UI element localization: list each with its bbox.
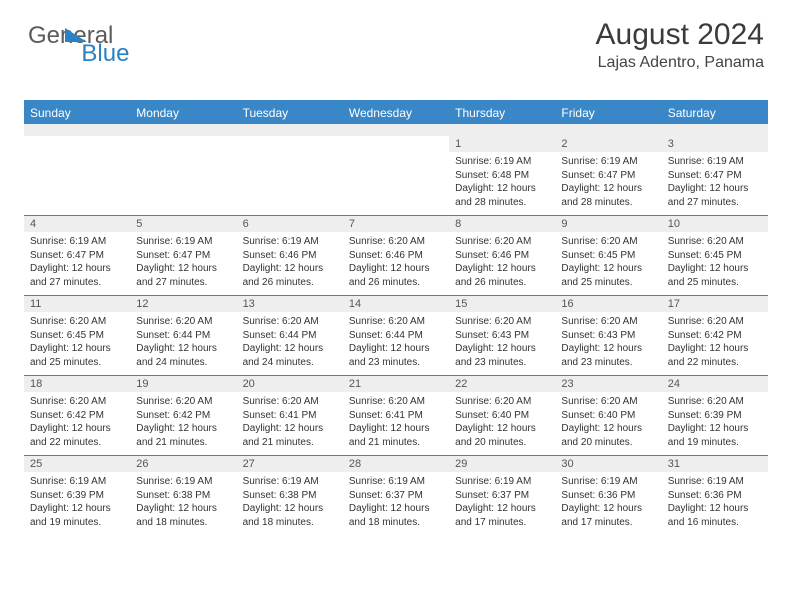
date-number: 1 [449,136,555,152]
date-cell: Sunrise: 6:19 AMSunset: 6:37 PMDaylight:… [449,472,555,535]
date-cell: Sunrise: 6:19 AMSunset: 6:47 PMDaylight:… [24,232,130,295]
weekday-label: Saturday [662,102,768,124]
weekday-header: SundayMondayTuesdayWednesdayThursdayFrid… [24,102,768,124]
date-cell: Sunrise: 6:20 AMSunset: 6:43 PMDaylight:… [555,312,661,375]
date-cell: Sunrise: 6:19 AMSunset: 6:47 PMDaylight:… [555,152,661,215]
date-number: 30 [555,456,661,472]
date-cell: Sunrise: 6:19 AMSunset: 6:38 PMDaylight:… [237,472,343,535]
date-number-row: 18192021222324 [24,375,768,392]
date-cell: Sunrise: 6:20 AMSunset: 6:42 PMDaylight:… [24,392,130,455]
month-title: August 2024 [596,18,764,52]
date-number: 14 [343,296,449,312]
date-cell: Sunrise: 6:19 AMSunset: 6:36 PMDaylight:… [555,472,661,535]
date-number: 4 [24,216,130,232]
date-cell: Sunrise: 6:20 AMSunset: 6:45 PMDaylight:… [24,312,130,375]
date-cell: Sunrise: 6:20 AMSunset: 6:44 PMDaylight:… [130,312,236,375]
date-number [130,136,236,152]
date-cell: Sunrise: 6:20 AMSunset: 6:41 PMDaylight:… [237,392,343,455]
date-number: 7 [343,216,449,232]
location-label: Lajas Adentro, Panama [596,54,764,72]
date-cell: Sunrise: 6:20 AMSunset: 6:40 PMDaylight:… [555,392,661,455]
date-cell: Sunrise: 6:20 AMSunset: 6:40 PMDaylight:… [449,392,555,455]
weekday-label: Sunday [24,102,130,124]
date-cell [237,152,343,215]
date-number: 28 [343,456,449,472]
date-number: 31 [662,456,768,472]
date-number [237,136,343,152]
weekday-label: Thursday [449,102,555,124]
date-data-row: Sunrise: 6:19 AMSunset: 6:47 PMDaylight:… [24,232,768,295]
date-data-row: Sunrise: 6:19 AMSunset: 6:39 PMDaylight:… [24,472,768,535]
date-number: 29 [449,456,555,472]
date-number: 3 [662,136,768,152]
date-data-row: Sunrise: 6:19 AMSunset: 6:48 PMDaylight:… [24,152,768,215]
date-number-row: 11121314151617 [24,295,768,312]
date-number: 5 [130,216,236,232]
date-cell [24,152,130,215]
logo-text-blue: Blue [81,42,129,66]
date-cell: Sunrise: 6:19 AMSunset: 6:47 PMDaylight:… [662,152,768,215]
date-number-row: 25262728293031 [24,455,768,472]
date-number: 23 [555,376,661,392]
date-cell: Sunrise: 6:20 AMSunset: 6:43 PMDaylight:… [449,312,555,375]
date-cell: Sunrise: 6:19 AMSunset: 6:36 PMDaylight:… [662,472,768,535]
date-cell: Sunrise: 6:20 AMSunset: 6:46 PMDaylight:… [343,232,449,295]
page-header: August 2024 Lajas Adentro, Panama [596,18,764,72]
date-number [24,136,130,152]
date-number: 10 [662,216,768,232]
calendar-grid: SundayMondayTuesdayWednesdayThursdayFrid… [24,100,768,535]
date-number: 19 [130,376,236,392]
date-number: 12 [130,296,236,312]
date-number: 21 [343,376,449,392]
date-cell: Sunrise: 6:20 AMSunset: 6:41 PMDaylight:… [343,392,449,455]
date-number: 6 [237,216,343,232]
weekday-subheader [24,124,768,136]
date-number: 20 [237,376,343,392]
date-cell: Sunrise: 6:19 AMSunset: 6:48 PMDaylight:… [449,152,555,215]
date-cell: Sunrise: 6:19 AMSunset: 6:38 PMDaylight:… [130,472,236,535]
date-cell [130,152,236,215]
date-number: 18 [24,376,130,392]
date-number: 24 [662,376,768,392]
date-number: 17 [662,296,768,312]
date-number-row: 45678910 [24,215,768,232]
date-cell: Sunrise: 6:20 AMSunset: 6:44 PMDaylight:… [237,312,343,375]
date-number [343,136,449,152]
date-cell: Sunrise: 6:19 AMSunset: 6:37 PMDaylight:… [343,472,449,535]
date-number: 8 [449,216,555,232]
date-number: 15 [449,296,555,312]
date-cell: Sunrise: 6:19 AMSunset: 6:47 PMDaylight:… [130,232,236,295]
date-cell: Sunrise: 6:20 AMSunset: 6:44 PMDaylight:… [343,312,449,375]
weekday-label: Monday [130,102,236,124]
date-data-row: Sunrise: 6:20 AMSunset: 6:42 PMDaylight:… [24,392,768,455]
date-number: 16 [555,296,661,312]
date-number: 26 [130,456,236,472]
date-cell: Sunrise: 6:19 AMSunset: 6:46 PMDaylight:… [237,232,343,295]
date-number: 11 [24,296,130,312]
date-number-row: 123 [24,136,768,152]
date-cell [343,152,449,215]
weekday-label: Friday [555,102,661,124]
date-cell: Sunrise: 6:20 AMSunset: 6:42 PMDaylight:… [130,392,236,455]
date-cell: Sunrise: 6:20 AMSunset: 6:46 PMDaylight:… [449,232,555,295]
date-cell: Sunrise: 6:20 AMSunset: 6:45 PMDaylight:… [555,232,661,295]
date-cell: Sunrise: 6:20 AMSunset: 6:45 PMDaylight:… [662,232,768,295]
date-data-row: Sunrise: 6:20 AMSunset: 6:45 PMDaylight:… [24,312,768,375]
date-number: 13 [237,296,343,312]
date-cell: Sunrise: 6:19 AMSunset: 6:39 PMDaylight:… [24,472,130,535]
date-number: 9 [555,216,661,232]
weekday-label: Tuesday [237,102,343,124]
date-number: 22 [449,376,555,392]
brand-logo: General Blue [28,24,183,48]
weekday-label: Wednesday [343,102,449,124]
date-number: 27 [237,456,343,472]
date-number: 25 [24,456,130,472]
date-number: 2 [555,136,661,152]
date-cell: Sunrise: 6:20 AMSunset: 6:39 PMDaylight:… [662,392,768,455]
date-cell: Sunrise: 6:20 AMSunset: 6:42 PMDaylight:… [662,312,768,375]
